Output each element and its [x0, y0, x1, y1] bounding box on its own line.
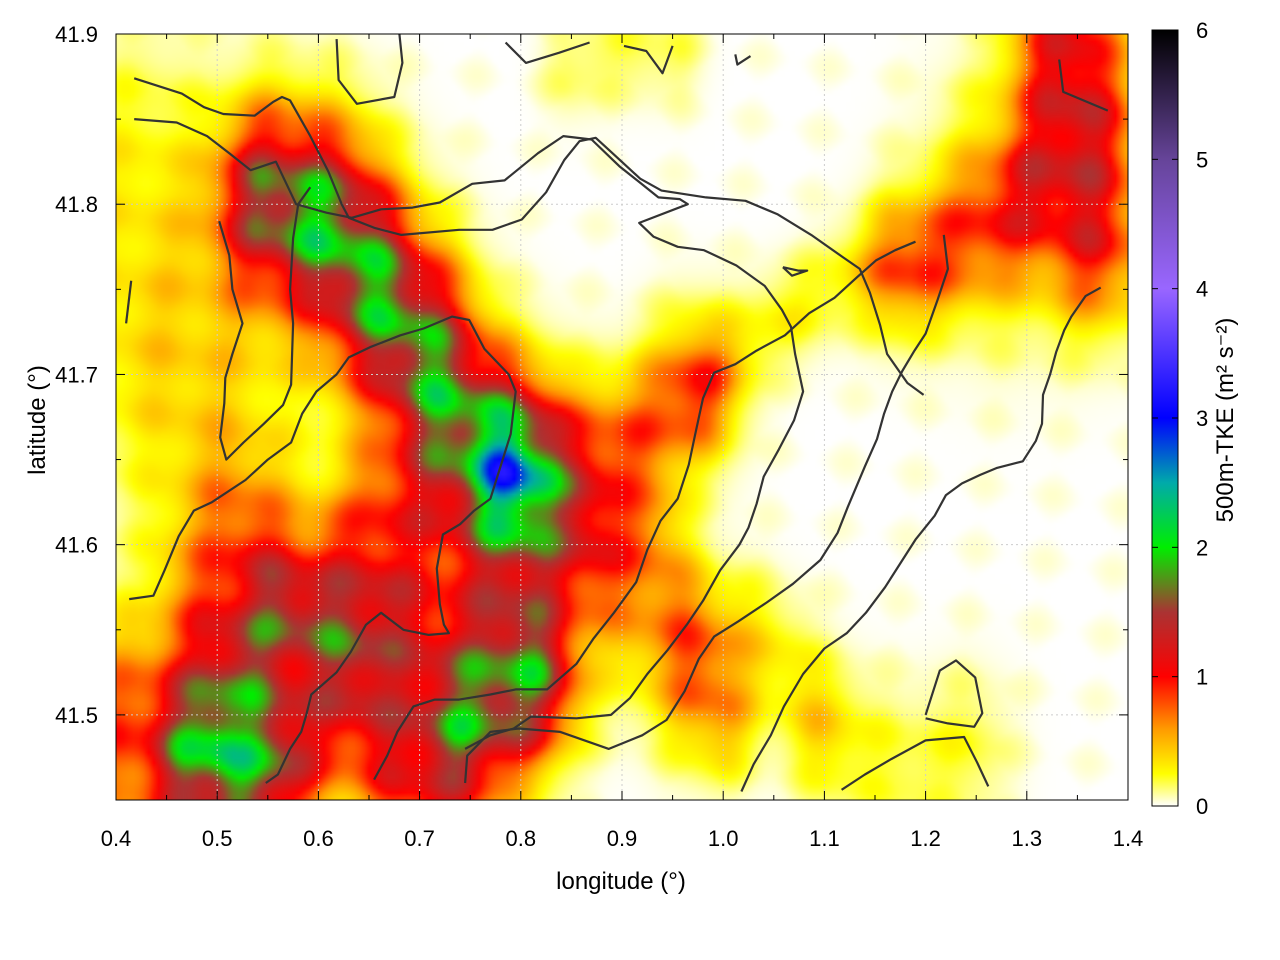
colorbar-ticks: 0 1 2 3 4 5 6 — [1152, 18, 1208, 819]
terrain-contour — [133, 77, 925, 396]
terrain-contour — [924, 659, 984, 728]
terrain-contours — [125, 34, 1109, 792]
terrain-contour — [335, 34, 404, 105]
x-tick-label: 1.1 — [809, 826, 840, 851]
colorbar-tick-label: 1 — [1196, 665, 1208, 690]
x-tick-label: 1.0 — [708, 826, 739, 851]
colorbar-tick-label: 6 — [1196, 18, 1208, 43]
colorbar-tick-label: 2 — [1196, 535, 1208, 560]
x-tick-label: 0.9 — [607, 826, 638, 851]
terrain-contour — [1058, 59, 1109, 112]
y-axis-title: latitude (°) — [24, 365, 51, 475]
x-tick-label: 1.2 — [910, 826, 941, 851]
x-tick-label: 1.4 — [1113, 826, 1144, 851]
colorbar: 0 1 2 3 4 5 6 500m-TKE (m² s⁻²) — [1151, 18, 1239, 819]
colorbar-tick-label: 4 — [1196, 277, 1208, 302]
colorbar-tick-label: 3 — [1196, 406, 1208, 431]
colorbar-tick-label: 5 — [1196, 147, 1208, 172]
y-tick-label: 41.6 — [55, 533, 98, 558]
x-tick-label: 0.8 — [506, 826, 537, 851]
x-tick-label: 0.4 — [101, 826, 132, 851]
x-tick-labels: 0.4 0.5 0.6 0.7 0.8 0.9 1.0 1.1 1.2 1.3 1.4 — [101, 826, 1144, 851]
terrain-contour — [504, 41, 590, 64]
terrain-contour — [464, 234, 949, 784]
x-tick-label: 0.5 — [202, 826, 233, 851]
terrain-contour — [125, 280, 133, 324]
terrain-contour — [740, 286, 1102, 792]
terrain-contour — [373, 240, 916, 781]
terrain-contour — [734, 54, 752, 66]
terrain-contour — [623, 44, 674, 75]
y-tick-label: 41.9 — [55, 22, 98, 47]
terrain-contour — [782, 266, 809, 277]
terrain-contour — [840, 735, 990, 791]
y-tick-label: 41.8 — [55, 192, 98, 217]
terrain-contour — [218, 186, 312, 461]
terrain-contour — [129, 315, 517, 784]
x-tick-label: 0.6 — [303, 826, 334, 851]
y-tick-label: 41.5 — [55, 703, 98, 728]
x-axis-title: longitude (°) — [556, 868, 686, 895]
colorbar-tick-label: 0 — [1196, 794, 1208, 819]
x-tick-label: 0.7 — [404, 826, 435, 851]
terrain-contour — [134, 118, 805, 750]
y-tick-label: 41.7 — [55, 362, 98, 387]
axis-ticks — [115, 33, 1129, 801]
x-tick-label: 1.3 — [1012, 826, 1043, 851]
y-tick-labels: 41.5 41.6 41.7 41.8 41.9 — [55, 22, 98, 728]
plot-area — [115, 33, 1129, 801]
colorbar-title: 500m-TKE (m² s⁻²) — [1212, 318, 1239, 523]
